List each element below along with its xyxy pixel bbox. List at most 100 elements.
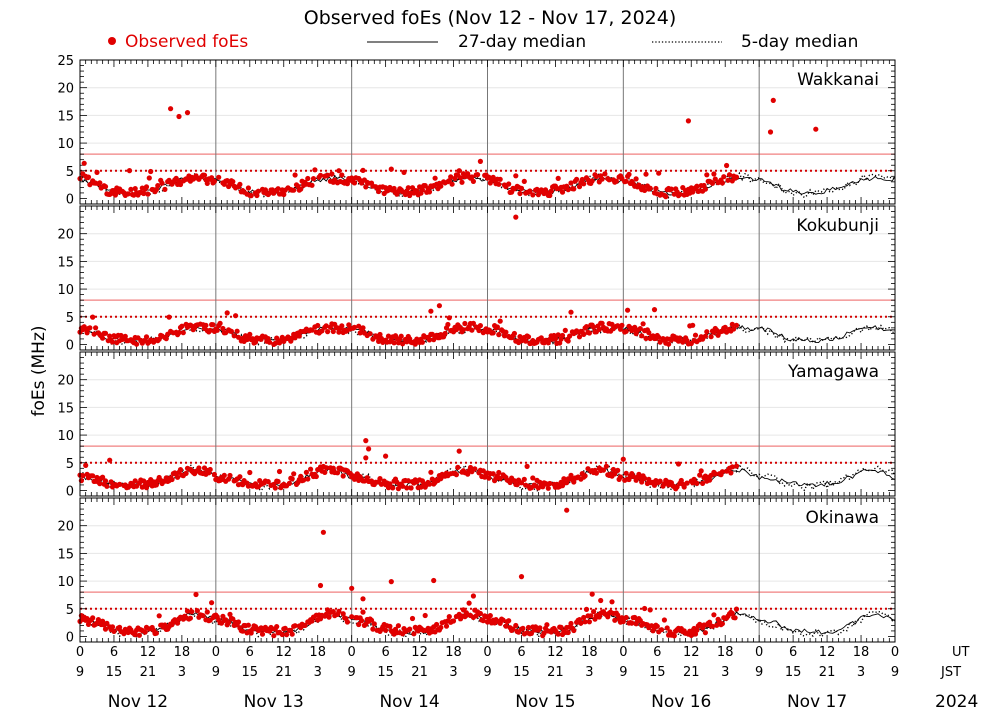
observed-point [344, 181, 350, 187]
observed-point [547, 192, 553, 199]
observed-point [235, 334, 242, 340]
observed-point [336, 168, 342, 174]
observed-point [407, 626, 413, 632]
observed-point [312, 167, 318, 173]
jst-tick-label: 21 [140, 665, 157, 680]
observed-point [555, 175, 561, 181]
observed-point [255, 188, 261, 194]
observed-point [559, 332, 566, 339]
observed-point [401, 169, 407, 175]
observed-point [209, 175, 215, 181]
jst-tick-label: 9 [891, 665, 899, 680]
observed-point [578, 620, 584, 626]
observed-point [721, 174, 727, 180]
observed-point [589, 591, 595, 597]
observed-point [284, 632, 290, 638]
observed-point [187, 615, 193, 621]
observed-point [330, 328, 336, 335]
ut-tick-label: 12 [411, 645, 428, 660]
jst-tick-label: 3 [178, 665, 186, 680]
observed-point [709, 623, 716, 629]
observed-outlier-point [767, 129, 774, 135]
legend-median5-label: 5-day median [741, 32, 858, 52]
observed-point [84, 330, 90, 336]
observed-point [513, 622, 519, 629]
observed-point [286, 480, 292, 486]
observed-point [371, 621, 377, 627]
observed-outlier-point [436, 303, 442, 309]
observed-point [548, 188, 554, 194]
observed-point [248, 193, 254, 199]
observed-point [530, 192, 536, 198]
observed-point [240, 628, 246, 634]
observed-point [694, 183, 700, 189]
observed-point [470, 178, 476, 184]
observed-point [418, 484, 424, 490]
observed-point [319, 328, 325, 334]
observed-point [443, 623, 450, 629]
observed-point [346, 322, 352, 328]
observed-point [637, 326, 643, 332]
station-label: Kokubunji [796, 216, 879, 236]
observed-point [530, 475, 536, 481]
observed-point [344, 619, 350, 625]
jst-tick-label: 15 [242, 665, 259, 680]
observed-point [674, 484, 680, 490]
observed-point [593, 173, 600, 180]
observed-point [565, 338, 571, 344]
observed-point [719, 469, 726, 475]
legend-observed-marker [108, 37, 116, 45]
observed-point [657, 339, 663, 345]
observed-point [391, 185, 397, 192]
observed-point [180, 330, 186, 336]
observed-point [456, 168, 462, 174]
observed-point [97, 481, 103, 487]
observed-point [630, 473, 636, 479]
observed-point [145, 191, 151, 197]
observed-point [308, 466, 314, 472]
observed-point [520, 625, 526, 632]
observed-point [729, 321, 735, 327]
observed-point [368, 617, 375, 623]
observed-point [434, 621, 440, 628]
observed-point [325, 172, 331, 178]
observed-outlier-point [349, 585, 355, 591]
observed-point [558, 624, 564, 630]
observed-point [460, 327, 466, 333]
observed-point [541, 630, 547, 636]
observed-point [588, 613, 594, 619]
jst-tick-label: 15 [649, 665, 666, 680]
observed-point [292, 623, 298, 629]
observed-point [387, 481, 393, 487]
observed-point [606, 177, 612, 183]
observed-point [359, 618, 365, 624]
observed-point [97, 180, 103, 186]
observed-point [363, 455, 369, 461]
observed-point [385, 333, 392, 339]
observed-point [228, 328, 234, 334]
observed-point [340, 611, 346, 617]
observed-point [387, 623, 393, 630]
observed-point [642, 605, 648, 612]
observed-point [666, 341, 672, 347]
observed-point [419, 339, 425, 345]
observed-point [612, 617, 618, 623]
observed-point [245, 185, 251, 191]
observed-point [653, 185, 659, 192]
ut-tick-label: 6 [246, 645, 254, 660]
observed-point [724, 162, 730, 169]
observed-point [692, 332, 699, 338]
observed-point [668, 337, 675, 343]
jst-tick-label: 15 [513, 665, 530, 680]
observed-point [183, 470, 189, 476]
ut-tick-label: 6 [517, 645, 525, 660]
observed-point [525, 624, 532, 631]
observed-outlier-point [431, 577, 437, 584]
observed-outlier-point [184, 110, 191, 116]
observed-point [725, 177, 731, 183]
observed-point [279, 334, 285, 340]
observed-point [330, 465, 336, 471]
observed-point [163, 336, 169, 342]
observed-outlier-point [320, 529, 326, 535]
observed-point [453, 472, 459, 478]
